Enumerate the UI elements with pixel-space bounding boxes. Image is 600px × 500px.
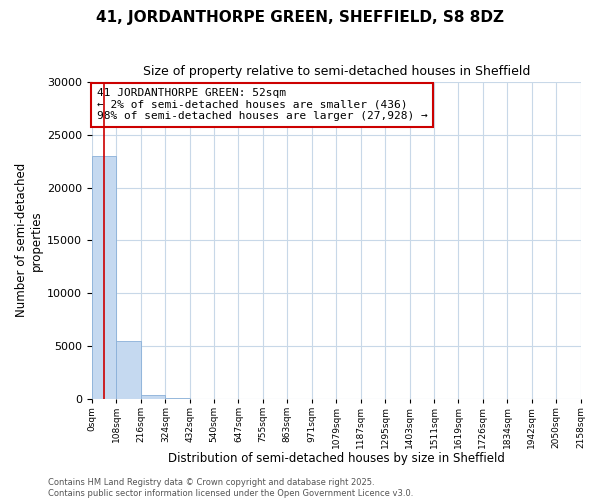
Title: Size of property relative to semi-detached houses in Sheffield: Size of property relative to semi-detach…: [143, 65, 530, 78]
Text: Contains HM Land Registry data © Crown copyright and database right 2025.
Contai: Contains HM Land Registry data © Crown c…: [48, 478, 413, 498]
Text: 41 JORDANTHORPE GREEN: 52sqm
← 2% of semi-detached houses are smaller (436)
98% : 41 JORDANTHORPE GREEN: 52sqm ← 2% of sem…: [97, 88, 428, 122]
Text: 41, JORDANTHORPE GREEN, SHEFFIELD, S8 8DZ: 41, JORDANTHORPE GREEN, SHEFFIELD, S8 8D…: [96, 10, 504, 25]
Bar: [141, 395, 166, 399]
X-axis label: Distribution of semi-detached houses by size in Sheffield: Distribution of semi-detached houses by …: [168, 452, 505, 465]
Y-axis label: Number of semi-detached
properties: Number of semi-detached properties: [15, 163, 43, 318]
Bar: [116, 340, 141, 399]
Bar: [92, 156, 116, 399]
